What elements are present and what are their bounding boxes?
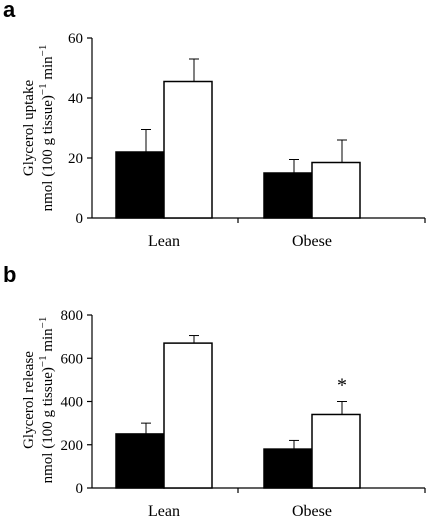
bar-b-obese-filled — [263, 448, 313, 489]
y-axis-label-line2-b: nmol (100 g tissue)−1 min−1 — [37, 317, 56, 484]
y-axis-label-a: Glycerol uptake nmol (100 g tissue)−1 mi… — [21, 45, 56, 212]
y-tick-label-a: 40 — [68, 91, 83, 107]
y-tick-label-b: 400 — [61, 395, 84, 411]
y-tick-label-a: 60 — [68, 31, 83, 47]
y-axis-label-line1-b: Glycerol release — [21, 351, 37, 449]
y-tick-label-b: 600 — [61, 351, 84, 367]
panel-letter-a: a — [3, 0, 16, 22]
category-label-a: Lean — [148, 233, 180, 250]
bar-a-obese-open — [311, 161, 361, 219]
y-tick-label-a: 0 — [76, 211, 84, 227]
category-label-b: Obese — [292, 503, 332, 518]
plot-area-b: 0 200 400 600 800 Lean Obese * — [61, 308, 426, 518]
bar-b-lean-open — [163, 342, 213, 489]
significance-asterisk: * — [337, 375, 347, 397]
panel-b: b Glycerol release nmol (100 g tissue)−1… — [3, 262, 426, 518]
y-axis-label-line1-a: Glycerol uptake — [21, 80, 37, 177]
y-tick-label-a: 20 — [68, 151, 83, 167]
panel-letter-b: b — [3, 262, 16, 287]
y-tick-label-b: 0 — [76, 481, 84, 497]
y-tick-label-b: 800 — [61, 308, 84, 324]
bar-a-lean-filled — [115, 151, 165, 219]
plot-area-a: 0 20 40 60 Lean Obese — [68, 31, 426, 250]
panel-a: a Glycerol uptake nmol (100 g tissue)−1 … — [3, 0, 426, 250]
y-axis-label-b: Glycerol release nmol (100 g tissue)−1 m… — [21, 317, 56, 484]
bar-a-lean-open — [163, 80, 213, 219]
y-tick-label-b: 200 — [61, 438, 84, 454]
category-label-b: Lean — [148, 503, 180, 518]
category-label-a: Obese — [292, 233, 332, 250]
bar-b-lean-filled — [115, 433, 165, 489]
y-axis-label-line2-a: nmol (100 g tissue)−1 min−1 — [37, 45, 56, 212]
bar-a-obese-filled — [263, 172, 313, 219]
bar-b-obese-open — [311, 413, 361, 489]
